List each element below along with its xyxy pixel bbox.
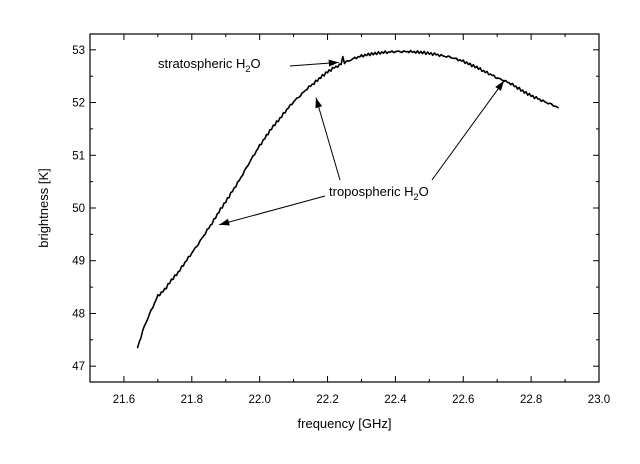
x-tick-label: 21.6 — [113, 394, 135, 406]
data-point — [483, 70, 485, 72]
x-tick-label: 22.8 — [520, 394, 542, 406]
x-tick-label: 21.8 — [181, 394, 203, 406]
data-point — [544, 101, 546, 103]
x-tick-label: 22.2 — [316, 394, 338, 406]
data-point — [157, 295, 159, 297]
y-tick-label: 51 — [72, 150, 85, 162]
y-tick-label: 49 — [72, 256, 85, 268]
data-point — [537, 98, 539, 100]
annotation-tropospheric: tropospheric H2O — [329, 184, 429, 202]
x-tick-label: 22.6 — [452, 394, 474, 406]
data-point — [462, 60, 464, 63]
data-point — [184, 261, 186, 263]
arrowhead — [495, 80, 504, 91]
data-point — [550, 104, 553, 106]
data-point — [197, 242, 200, 244]
data-point — [272, 125, 274, 127]
data-point — [367, 53, 369, 56]
data-point — [530, 95, 532, 97]
x-axis-ticks: 21.6 21.8 22.0 22.2 22.4 22.6 22.8 23.0 — [113, 34, 610, 406]
x-tick-label: 23.0 — [588, 394, 610, 406]
data-point — [170, 279, 173, 281]
data-point — [421, 51, 424, 54]
annotation-arrow — [315, 97, 341, 181]
data-point — [435, 53, 437, 56]
y-tick-label: 53 — [72, 45, 85, 57]
series-line — [136, 49, 559, 348]
arrowhead — [315, 97, 323, 109]
data-point — [238, 179, 240, 182]
data-point — [442, 55, 444, 57]
data-point — [401, 50, 403, 53]
data-point — [265, 135, 268, 137]
data-point — [204, 232, 206, 234]
data-point — [225, 201, 227, 203]
x-tick-label: 22.4 — [384, 394, 407, 406]
y-tick-label: 48 — [72, 308, 85, 320]
data-point — [340, 63, 342, 66]
annotation-arrows — [219, 59, 505, 226]
data-point — [449, 56, 451, 58]
data-point — [428, 52, 430, 55]
data-point — [245, 167, 247, 170]
annotation-tropospheric-label: tropospheric H2O — [329, 184, 429, 202]
data-point — [496, 77, 498, 79]
series-points — [136, 50, 559, 349]
data-point — [408, 50, 410, 53]
data-point — [557, 107, 559, 109]
x-tick-label: 22.0 — [248, 394, 270, 406]
data-point — [218, 211, 220, 213]
data-point — [150, 310, 152, 312]
data-point — [476, 66, 478, 68]
data-point — [259, 145, 261, 147]
data-point — [143, 326, 145, 328]
data-point — [191, 252, 193, 254]
data-point — [354, 57, 356, 59]
annotation-stratospheric: stratospheric H2O — [158, 56, 261, 74]
data-point — [293, 100, 295, 103]
data-point — [164, 289, 166, 291]
data-point — [455, 58, 458, 60]
data-point — [374, 52, 376, 55]
data-point — [326, 71, 329, 73]
plot-frame — [89, 33, 600, 383]
y-tick-label: 47 — [72, 361, 85, 373]
data-point — [320, 76, 322, 78]
data-point — [177, 271, 179, 273]
data-point — [469, 63, 471, 66]
arrowhead — [219, 218, 230, 226]
data-point — [231, 190, 234, 192]
data-point — [381, 51, 383, 54]
y-tick-label: 52 — [72, 98, 85, 110]
data-point — [516, 87, 519, 89]
x-axis-title: frequency [GHz] — [298, 416, 392, 431]
data-point — [299, 94, 301, 96]
y-tick-label: 50 — [72, 203, 85, 215]
arrowhead — [328, 59, 339, 67]
data-point — [286, 108, 288, 110]
annotation-stratospheric-label: stratospheric H2O — [158, 56, 261, 74]
data-point — [388, 51, 390, 53]
data-point — [279, 117, 281, 119]
data-point — [211, 222, 213, 224]
data-point — [306, 87, 308, 89]
y-axis-title: brightness [K] — [36, 168, 51, 248]
data-point — [394, 50, 396, 53]
data-point — [523, 91, 525, 93]
data-point — [360, 55, 363, 57]
data-point — [313, 82, 315, 84]
annotation-arrow — [219, 195, 326, 226]
y-axis-ticks: 47 48 49 50 51 52 53 — [72, 45, 599, 373]
data-point — [510, 82, 512, 85]
data-point — [252, 156, 254, 158]
data-point — [347, 60, 349, 63]
annotation-arrow — [431, 80, 505, 181]
data-point — [333, 67, 335, 69]
data-point — [136, 347, 139, 349]
data-point — [489, 73, 492, 75]
data-point — [415, 51, 417, 53]
